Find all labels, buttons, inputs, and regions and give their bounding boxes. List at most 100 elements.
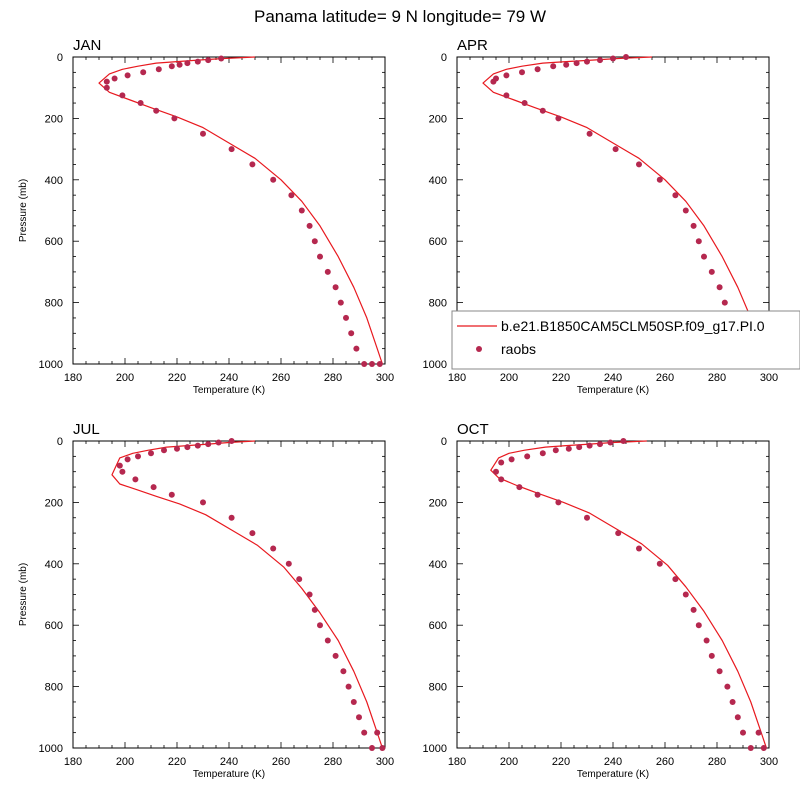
x-tick-label: 180 [64,372,82,384]
y-tick-label: 600 [429,620,447,632]
obs-point [148,450,154,457]
model-line [98,56,383,365]
x-axis-label: Temperature (K) [577,769,649,780]
obs-point [493,468,499,475]
obs-point [155,66,162,73]
panel-apr: APR 180 200 220 240 260 280 300 0 200 400 600 800 100… [423,37,779,396]
x-tick-label: 180 [448,372,466,384]
plot-frame [456,440,770,749]
panels: JAN 180 200 220 240 260 280 300 0 200 400 600 800 100… [18,37,778,780]
y-tick-label: 800 [429,682,447,694]
obs-point [150,484,157,491]
obs-point [498,476,505,483]
obs-point [490,78,497,85]
x-tick-label: 220 [552,756,570,768]
x-tick-label: 180 [448,756,466,768]
obs-point [184,60,191,67]
obs-point [555,115,562,122]
obs-point [597,57,603,64]
obs-point [345,683,352,690]
obs-point [703,637,710,644]
legend-model-label: b.e21.B1850CAM5CLM50SP.f09_g17.PI.0 [501,318,765,334]
x-tick-label: 300 [760,756,778,768]
obs-point [636,161,642,168]
obs-point [724,683,731,690]
obs-point [306,591,313,598]
obs-point [573,60,580,67]
plot-frame [72,440,386,749]
obs-point [498,459,505,466]
x-tick-label: 280 [324,372,342,384]
obs-point [550,63,557,70]
obs-point [656,176,663,183]
obs-point [576,444,583,451]
x-tick-label: 260 [656,756,674,768]
obs-point [324,268,331,275]
obs-point [747,745,754,751]
y-tick-label: 200 [429,113,447,125]
obs-point [607,439,614,446]
x-tick-label: 260 [272,756,290,768]
obs-point [296,576,303,583]
obs-point [539,107,546,114]
obs-point [119,468,126,475]
panel-label: OCT [457,421,489,438]
obs-point [337,299,344,306]
legend-dot-swatch [476,346,482,352]
x-tick-label: 240 [604,372,622,384]
obs-point [205,441,212,448]
y-tick-label: 400 [45,559,63,571]
y-tick-label: 0 [57,52,63,64]
x-tick-label: 280 [324,756,342,768]
panel-oct: OCT 180 200 220 240 260 280 300 0 200 400 600 800 100… [423,421,779,780]
obs-point [353,345,360,352]
model-line [490,440,767,749]
x-tick-label: 200 [116,372,134,384]
y-tick-label: 800 [45,682,63,694]
y-axis-label: Pressure (mb) [18,179,29,242]
obs-point [200,130,206,137]
obs-point [524,453,531,460]
obs-point [586,130,593,137]
obs-point [708,652,715,659]
obs-point [503,92,510,99]
y-tick-label: 600 [45,620,63,632]
obs-point [555,499,562,506]
y-tick-label: 400 [429,175,447,187]
obs-point [565,445,572,452]
panel-jan: JAN 180 200 220 240 260 280 300 0 200 400 600 800 100… [18,37,394,396]
obs-point [508,456,515,463]
x-tick-label: 240 [220,372,238,384]
obs-point [228,146,235,153]
obs-point [734,714,741,721]
obs-point [176,61,183,68]
obs-point [682,207,689,214]
x-tick-label: 240 [604,756,622,768]
obs-point [597,441,603,448]
obs-point [672,192,679,199]
obs-point [168,63,175,70]
y-tick-label: 1000 [39,359,63,371]
obs-point [137,100,144,106]
model-line [111,440,383,749]
obs-point [563,61,570,68]
obs-point [215,439,222,446]
obs-point [760,745,767,751]
obs-point [317,622,323,629]
obs-point [369,745,375,751]
obs-point [623,54,629,60]
obs-point [317,253,323,260]
y-tick-label: 0 [57,436,63,448]
obs-point [721,299,728,306]
obs-point [690,606,697,613]
obs-point [615,530,622,537]
obs-point [324,637,331,644]
x-tick-label: 200 [500,756,518,768]
x-tick-label: 240 [220,756,238,768]
y-tick-label: 0 [441,52,447,64]
y-tick-label: 400 [429,559,447,571]
obs-point [306,222,313,229]
plot-frame [72,56,386,365]
obs-point [103,78,110,85]
